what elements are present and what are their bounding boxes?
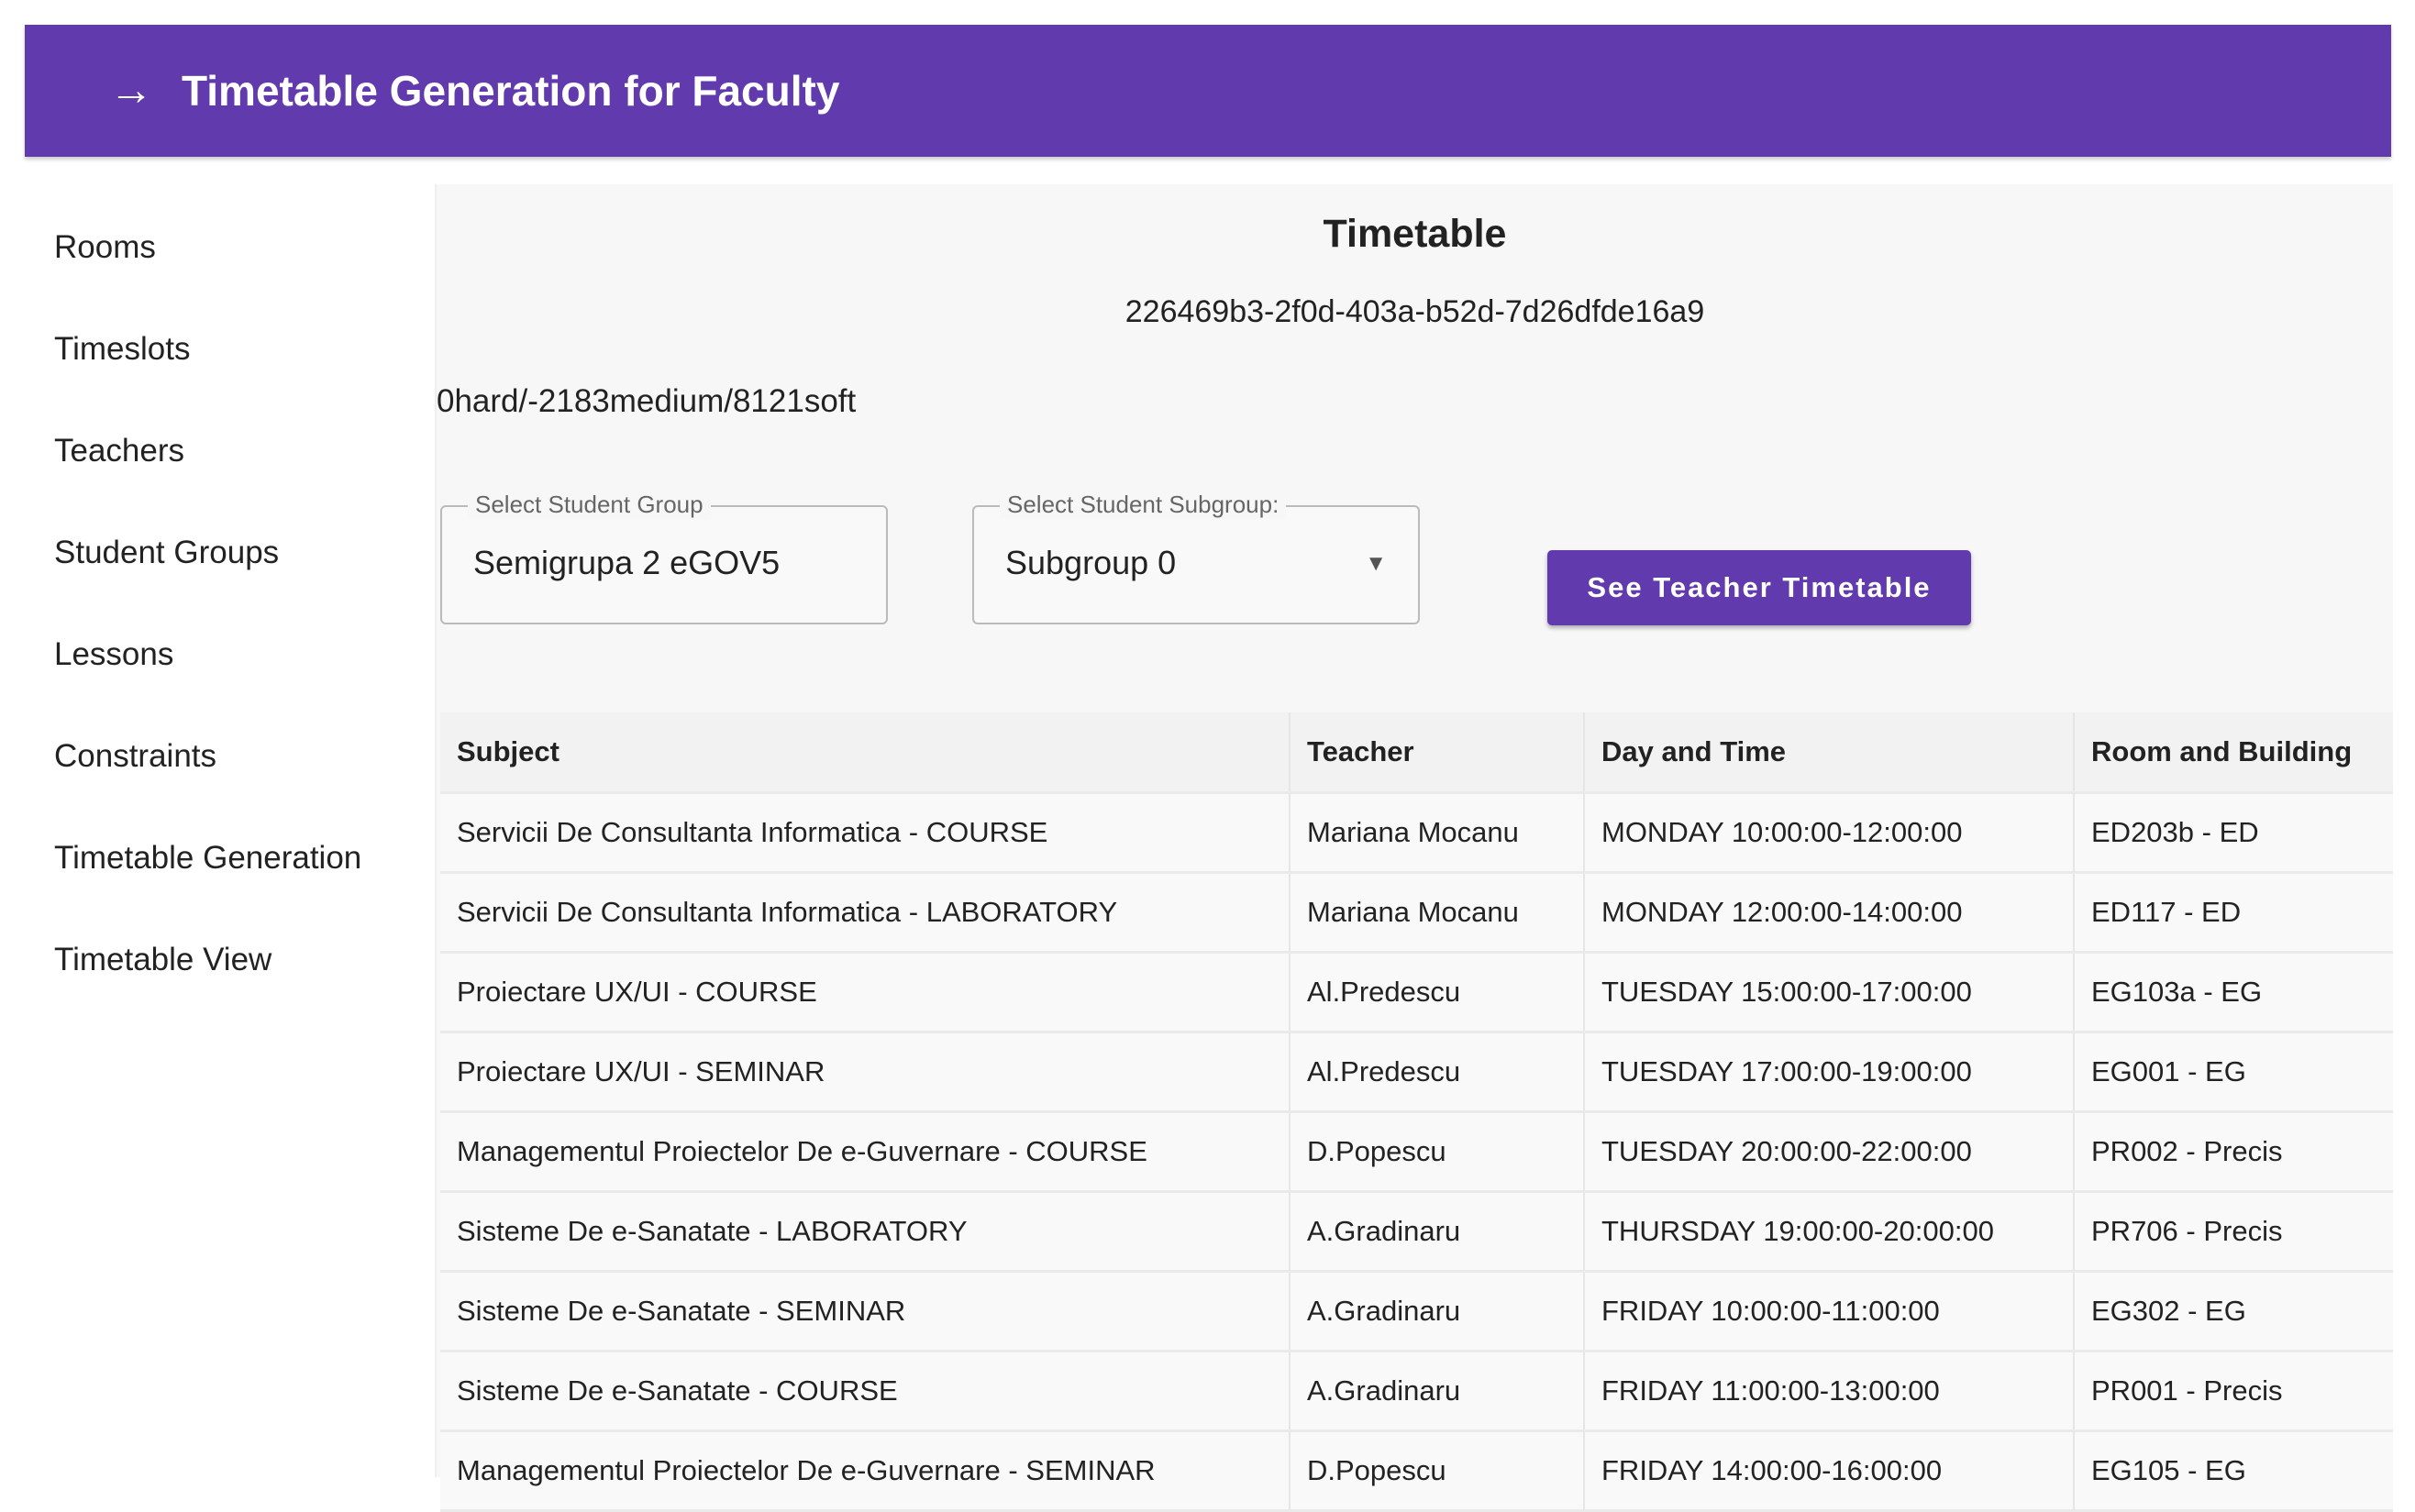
sidebar-item-student-groups[interactable]: Student Groups	[54, 535, 280, 570]
cell-subject: Sisteme De e-Sanatate - SEMINAR	[440, 1271, 1291, 1352]
student-group-value: Semigrupa 2 eGOV5	[473, 544, 781, 581]
page-title: Timetable	[1323, 212, 1507, 256]
column-header-room: Room and Building	[2074, 712, 2393, 794]
cell-teacher: Mariana Mocanu	[1290, 872, 1585, 954]
main-panel: Timetable 226469b3-2f0d-403a-b52d-7d26df…	[435, 184, 2393, 1512]
table-header-row: Subject Teacher Day and Time Room and Bu…	[440, 712, 2393, 794]
cell-room: ED117 - ED	[2074, 872, 2393, 954]
sidebar-item-constraints[interactable]: Constraints	[54, 738, 217, 774]
table-row: Sisteme De e-Sanatate - COURSE A.Gradinar…	[440, 1351, 2393, 1432]
sidebar-item-teachers[interactable]: Teachers	[54, 433, 185, 469]
table-row: Managementul Proiectelor De e-Guvernare …	[440, 1430, 2393, 1512]
table-row: Servicii De Consultanta Informatica - LA…	[440, 872, 2393, 954]
cell-teacher: A.Gradinaru	[1290, 1351, 1585, 1432]
cell-teacher: D.Popescu	[1290, 1430, 1585, 1512]
cell-day-time: FRIDAY 11:00:00-13:00:00	[1584, 1351, 2075, 1432]
cell-room: EG302 - EG	[2074, 1271, 2393, 1352]
cell-subject: Proiectare UX/UI - SEMINAR	[440, 1032, 1291, 1113]
cell-subject: Sisteme De e-Sanatate - COURSE	[440, 1351, 1291, 1432]
app-title: Timetable Generation for Faculty	[182, 67, 840, 115]
timetable-table: Subject Teacher Day and Time Room and Bu…	[440, 712, 2393, 1512]
cell-subject: Sisteme De e-Sanatate - LABORATORY	[440, 1191, 1291, 1273]
cell-room: EG001 - EG	[2074, 1032, 2393, 1113]
cell-room: PR001 - Precis	[2074, 1351, 2393, 1432]
sidebar-item-timetable-generation[interactable]: Timetable Generation	[54, 840, 362, 876]
student-subgroup-value: Subgroup 0	[1005, 544, 1177, 581]
cell-teacher: Al.Predescu	[1290, 952, 1585, 1033]
dropdown-caret-icon[interactable]: ▼	[1365, 551, 1387, 576]
column-header-teacher: Teacher	[1290, 712, 1585, 794]
see-teacher-timetable-button[interactable]: See Teacher Timetable	[1547, 550, 1971, 625]
cell-teacher: A.Gradinaru	[1290, 1271, 1585, 1352]
sidebar-item-lessons[interactable]: Lessons	[54, 636, 174, 672]
cell-subject: Managementul Proiectelor De e-Guvernare …	[440, 1430, 1291, 1512]
student-subgroup-select[interactable]: Select Student Subgroup: Subgroup 0 ▼	[972, 491, 1420, 624]
table-row: Servicii De Consultanta Informatica - CO…	[440, 792, 2393, 874]
cell-room: PR706 - Precis	[2074, 1191, 2393, 1273]
cell-day-time: TUESDAY 15:00:00-17:00:00	[1584, 952, 2075, 1033]
cell-subject: Servicii De Consultanta Informatica - LA…	[440, 872, 1291, 954]
cell-teacher: Al.Predescu	[1290, 1032, 1585, 1113]
cell-day-time: FRIDAY 14:00:00-16:00:00	[1584, 1430, 2075, 1512]
column-header-subject: Subject	[440, 712, 1291, 794]
cell-teacher: D.Popescu	[1290, 1111, 1585, 1193]
table-row: Proiectare UX/UI - COURSE Al.Predescu TUES…	[440, 952, 2393, 1033]
cell-day-time: FRIDAY 10:00:00-11:00:00	[1584, 1271, 2075, 1352]
cell-teacher: A.Gradinaru	[1290, 1191, 1585, 1273]
table-row: Sisteme De e-Sanatate - LABORATORY A.Grad…	[440, 1191, 2393, 1273]
app-header: → Timetable Generation for Faculty	[25, 25, 2391, 157]
cell-day-time: MONDAY 12:00:00-14:00:00	[1584, 872, 2075, 954]
cell-day-time: THURSDAY 19:00:00-20:00:00	[1584, 1191, 2075, 1273]
arrow-right-icon[interactable]: →	[109, 66, 153, 115]
cell-subject: Servicii De Consultanta Informatica - CO…	[440, 792, 1291, 874]
table-row: Managementul Proiectelor De e-Guvernare …	[440, 1111, 2393, 1193]
score-text: 0hard/-2183medium/8121soft	[437, 383, 857, 419]
student-subgroup-label: Select Student Subgroup:	[1000, 491, 1287, 519]
column-header-day-time: Day and Time	[1584, 712, 2075, 794]
student-group-select[interactable]: Select Student Group Semigrupa 2 eGOV5	[440, 491, 888, 624]
table-row: Sisteme De e-Sanatate - SEMINAR A.Gradina…	[440, 1271, 2393, 1352]
cell-room: EG103a - EG	[2074, 952, 2393, 1033]
cell-day-time: TUESDAY 20:00:00-22:00:00	[1584, 1111, 2075, 1193]
cell-subject: Managementul Proiectelor De e-Guvernare …	[440, 1111, 1291, 1193]
sidebar-item-rooms[interactable]: Rooms	[54, 229, 156, 265]
cell-room: ED203b - ED	[2074, 792, 2393, 874]
sidebar-item-timeslots[interactable]: Timeslots	[54, 331, 191, 367]
timetable-id: 226469b3-2f0d-403a-b52d-7d26dfde16a9	[1124, 294, 1705, 329]
cell-teacher: Mariana Mocanu	[1290, 792, 1585, 874]
cell-day-time: TUESDAY 17:00:00-19:00:00	[1584, 1032, 2075, 1113]
cell-room: PR002 - Precis	[2074, 1111, 2393, 1193]
cell-room: EG105 - EG	[2074, 1430, 2393, 1512]
cell-day-time: MONDAY 10:00:00-12:00:00	[1584, 792, 2075, 874]
cell-subject: Proiectare UX/UI - COURSE	[440, 952, 1291, 1033]
table-row: Proiectare UX/UI - SEMINAR Al.Predescu TUE…	[440, 1032, 2393, 1113]
student-group-label: Select Student Group	[468, 491, 711, 519]
sidebar-item-timetable-view[interactable]: Timetable View	[54, 942, 272, 977]
